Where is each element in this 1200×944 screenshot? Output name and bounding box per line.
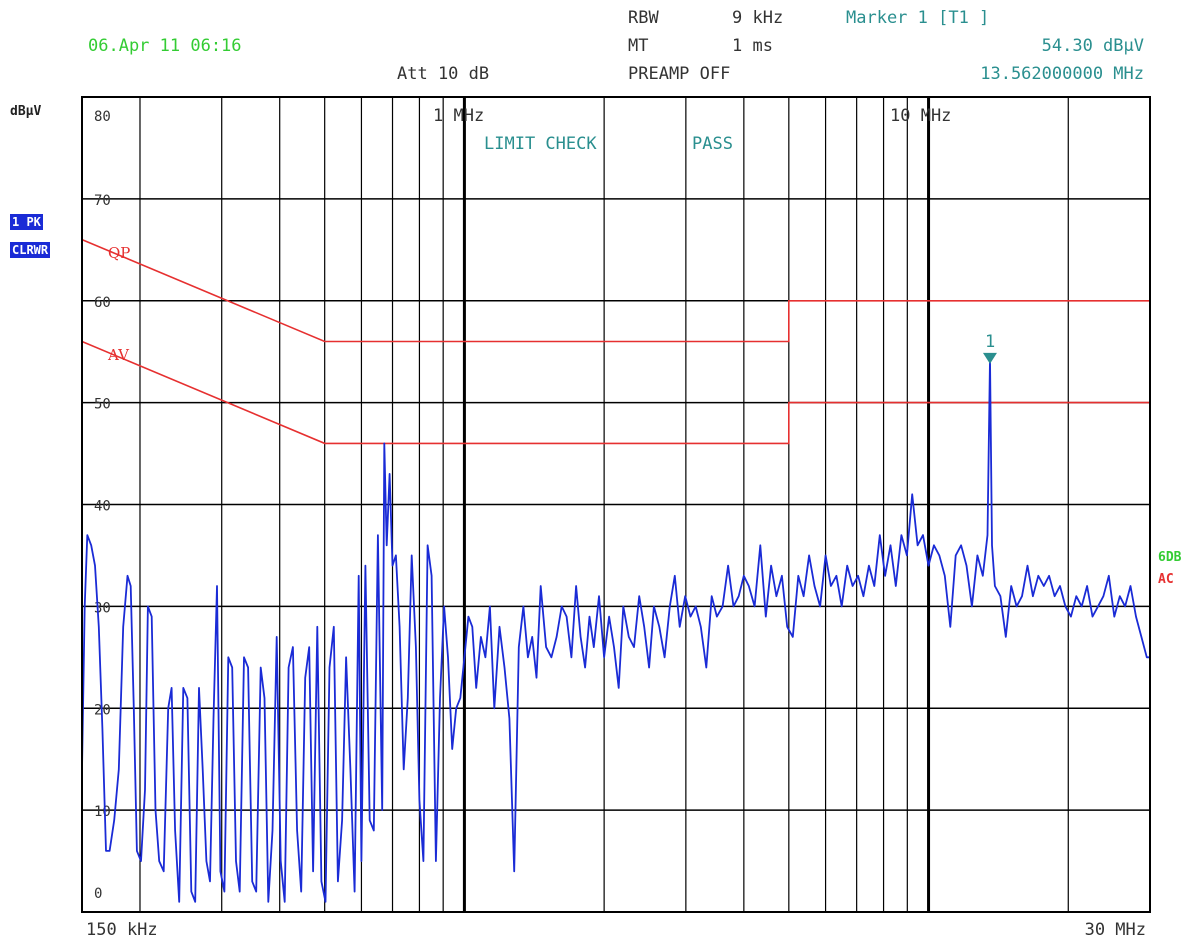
trace-layer: [81, 357, 1150, 903]
rbw-label: RBW: [628, 8, 659, 28]
attenuation-label: Att 10 dB: [397, 64, 490, 84]
marker-frequency: 13.562000000 MHz: [980, 64, 1144, 84]
y-tick-label: 60: [94, 295, 111, 311]
x-stop-label: 30 MHz: [1084, 920, 1146, 940]
marker-title: Marker 1 [T1 ]: [846, 8, 990, 28]
limit-lines: QP AV: [81, 238, 1150, 445]
limit-line-av: [81, 340, 1150, 445]
marker-layer: 1: [982, 332, 997, 364]
x-start-label: 150 kHz: [86, 920, 158, 940]
y-unit-label: dBµV: [10, 104, 42, 119]
rbw-value: 9 kHz: [732, 8, 784, 28]
mt-value: 1 ms: [732, 36, 773, 56]
limit-label-qp: QP: [108, 244, 130, 262]
limit-check-result: PASS: [692, 134, 733, 154]
mt-label: MT: [628, 36, 649, 56]
marker-number: 1: [985, 332, 995, 352]
y-tick-label: 80: [94, 109, 111, 125]
y-tick-label: 10: [94, 804, 111, 820]
marker-level: 54.30 dBµV: [1041, 36, 1144, 56]
trace-line-1: [81, 357, 1150, 903]
trace-detector-badge: 1 PK: [10, 214, 43, 230]
datetime-label: 06.Apr 11 06:16: [88, 36, 242, 56]
y-tick-label: 40: [94, 499, 111, 515]
limit-label-av: AV: [107, 346, 130, 364]
right-label-6db: 6DB: [1158, 550, 1182, 565]
plot-frame: [81, 96, 1151, 913]
y-tick-label: 50: [94, 397, 111, 413]
x-tick-10mhz: 10 MHz: [890, 106, 952, 126]
x-tick-1mhz: 1 MHz: [433, 106, 485, 126]
y-tick-label: 70: [94, 193, 111, 209]
limit-line-qp: [81, 238, 1150, 343]
y-tick-label: 0: [94, 886, 102, 902]
right-label-ac: AC: [1158, 572, 1174, 587]
trace-mode-badge: CLRWR: [10, 242, 51, 258]
marker-triangle: [982, 352, 997, 364]
limit-check-label: LIMIT CHECK: [484, 134, 597, 154]
preamp-label: PREAMP OFF: [628, 64, 731, 84]
